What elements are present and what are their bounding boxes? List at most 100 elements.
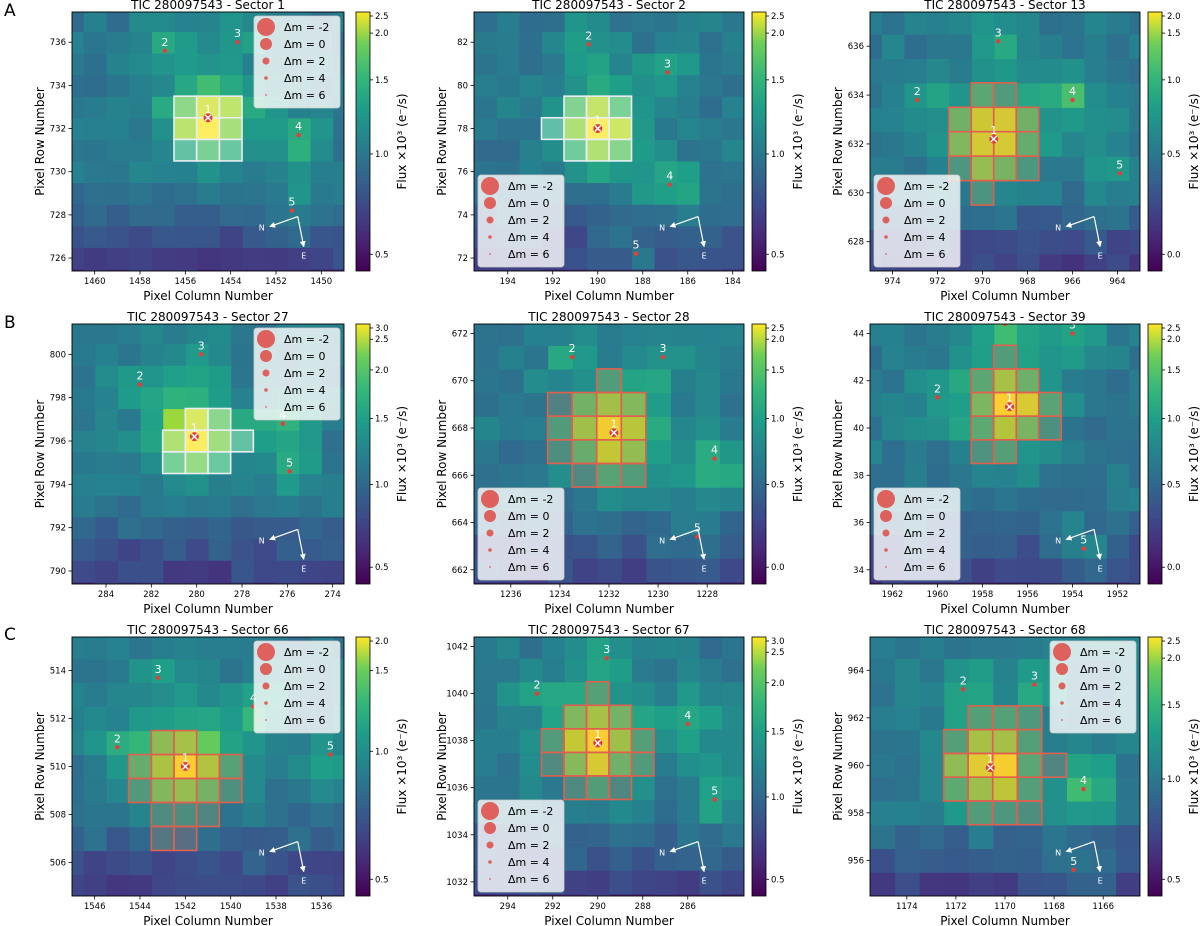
x-tick-label: 1956 xyxy=(1017,590,1039,600)
flux-pixel xyxy=(894,848,920,873)
flux-pixel xyxy=(425,582,450,606)
x-tick-label: 968 xyxy=(1019,277,1035,287)
flux-pixel xyxy=(264,730,288,756)
legend-entry: Δm = 4 xyxy=(284,72,325,85)
flux-pixel xyxy=(106,117,130,140)
flux-pixel xyxy=(242,826,266,852)
flux-pixel xyxy=(72,12,84,33)
flux-pixel xyxy=(185,408,209,431)
flux-pixel xyxy=(586,637,610,659)
flux-pixel xyxy=(767,894,790,918)
star-marker-2 xyxy=(162,48,168,54)
legend: Δm = -2Δm = 0Δm = 2Δm = 4Δm = 6 xyxy=(873,174,961,268)
flux-pixel xyxy=(1038,58,1062,84)
flux-pixel xyxy=(1140,587,1165,611)
flux-pixel xyxy=(1106,298,1129,322)
flux-pixel xyxy=(721,846,744,871)
flux-pixel xyxy=(519,96,543,119)
flux-pixel xyxy=(870,637,896,659)
flux-pixel xyxy=(564,775,588,801)
flux-pixel xyxy=(425,322,450,346)
flux-pixel xyxy=(654,728,678,753)
aperture-pixel xyxy=(195,138,221,162)
flux-pixel xyxy=(621,439,647,465)
flux-pixel xyxy=(654,775,678,801)
legend-entry: Δm = 4 xyxy=(508,856,549,869)
flux-pixel xyxy=(621,368,647,394)
flux-pixel xyxy=(344,279,367,301)
flux-pixel xyxy=(287,139,311,162)
flux-pixel xyxy=(474,53,498,76)
legend-box xyxy=(477,487,565,581)
flux-pixel xyxy=(287,874,311,896)
flux-pixel xyxy=(541,31,565,54)
compass-north-arrow xyxy=(269,216,298,228)
flux-pixel xyxy=(230,560,254,583)
flux-pixel xyxy=(1115,896,1140,920)
flux-pixel xyxy=(719,558,744,583)
flux-pixel xyxy=(264,204,288,227)
legend-entry: Δm = 0 xyxy=(284,350,325,363)
flux-pixel xyxy=(310,139,334,162)
colorbar-tick-label: 1.5 xyxy=(1167,29,1181,39)
flux-pixel xyxy=(174,850,198,876)
flux-pixel xyxy=(1061,205,1085,231)
legend-marker xyxy=(264,701,268,705)
flux-pixel xyxy=(971,107,995,133)
flux-pixel xyxy=(744,917,767,926)
flux-pixel xyxy=(264,268,288,271)
flux-pixel xyxy=(621,463,647,488)
flux-pixel xyxy=(971,324,995,346)
flux-pixel xyxy=(185,560,209,583)
flux-pixel xyxy=(870,82,882,108)
flux-pixel xyxy=(106,850,130,876)
compass-east-label: E xyxy=(1098,564,1103,573)
aperture-pixel xyxy=(563,116,588,141)
flux-pixel xyxy=(519,117,543,140)
flux-pixel xyxy=(72,365,73,388)
flux-pixel xyxy=(676,204,700,227)
legend-entry: Δm = -2 xyxy=(284,21,329,34)
y-tick-label: 960 xyxy=(848,761,864,771)
x-tick-label: 1536 xyxy=(311,902,333,912)
legend-entry: Δm = -2 xyxy=(284,646,329,659)
flux-pixel xyxy=(355,922,378,926)
flux-pixel xyxy=(1165,848,1190,872)
flux-pixel xyxy=(564,893,588,896)
legend-entry: Δm = 4 xyxy=(508,231,549,244)
flux-pixel xyxy=(429,894,452,918)
flux-pixel xyxy=(870,12,882,35)
flux-pixel xyxy=(541,637,565,659)
flux-pixel xyxy=(943,777,969,802)
flux-pixel xyxy=(38,226,61,248)
flux-pixel xyxy=(721,681,744,706)
flux-pixel xyxy=(474,268,498,271)
flux-pixel xyxy=(83,682,107,708)
flux-pixel xyxy=(474,225,475,248)
legend-marker xyxy=(257,643,275,661)
x-tick-label: 1458 xyxy=(129,277,151,287)
flux-pixel xyxy=(769,274,794,298)
flux-pixel xyxy=(474,799,475,824)
flux-pixel xyxy=(287,268,311,271)
flux-pixel xyxy=(699,728,723,753)
flux-pixel xyxy=(196,682,220,708)
flux-pixel xyxy=(496,658,520,683)
y-tick-label: 74 xyxy=(457,211,468,221)
flux-pixel xyxy=(721,160,744,184)
flux-pixel xyxy=(83,658,107,684)
flux-pixel xyxy=(162,473,186,496)
x-tick-label: 276 xyxy=(279,590,295,600)
flux-pixel xyxy=(151,874,175,896)
flux-pixel xyxy=(1128,487,1140,512)
legend-entry: Δm = -2 xyxy=(904,493,949,506)
x-tick-label: 1454 xyxy=(220,277,242,287)
legend-marker xyxy=(481,490,499,508)
flux-pixel xyxy=(903,107,927,133)
flux-pixel xyxy=(919,753,945,778)
flux-pixel xyxy=(719,416,744,441)
flux-pixel xyxy=(1115,729,1140,755)
flux-pixel xyxy=(541,752,565,777)
flux-pixel xyxy=(106,802,130,828)
